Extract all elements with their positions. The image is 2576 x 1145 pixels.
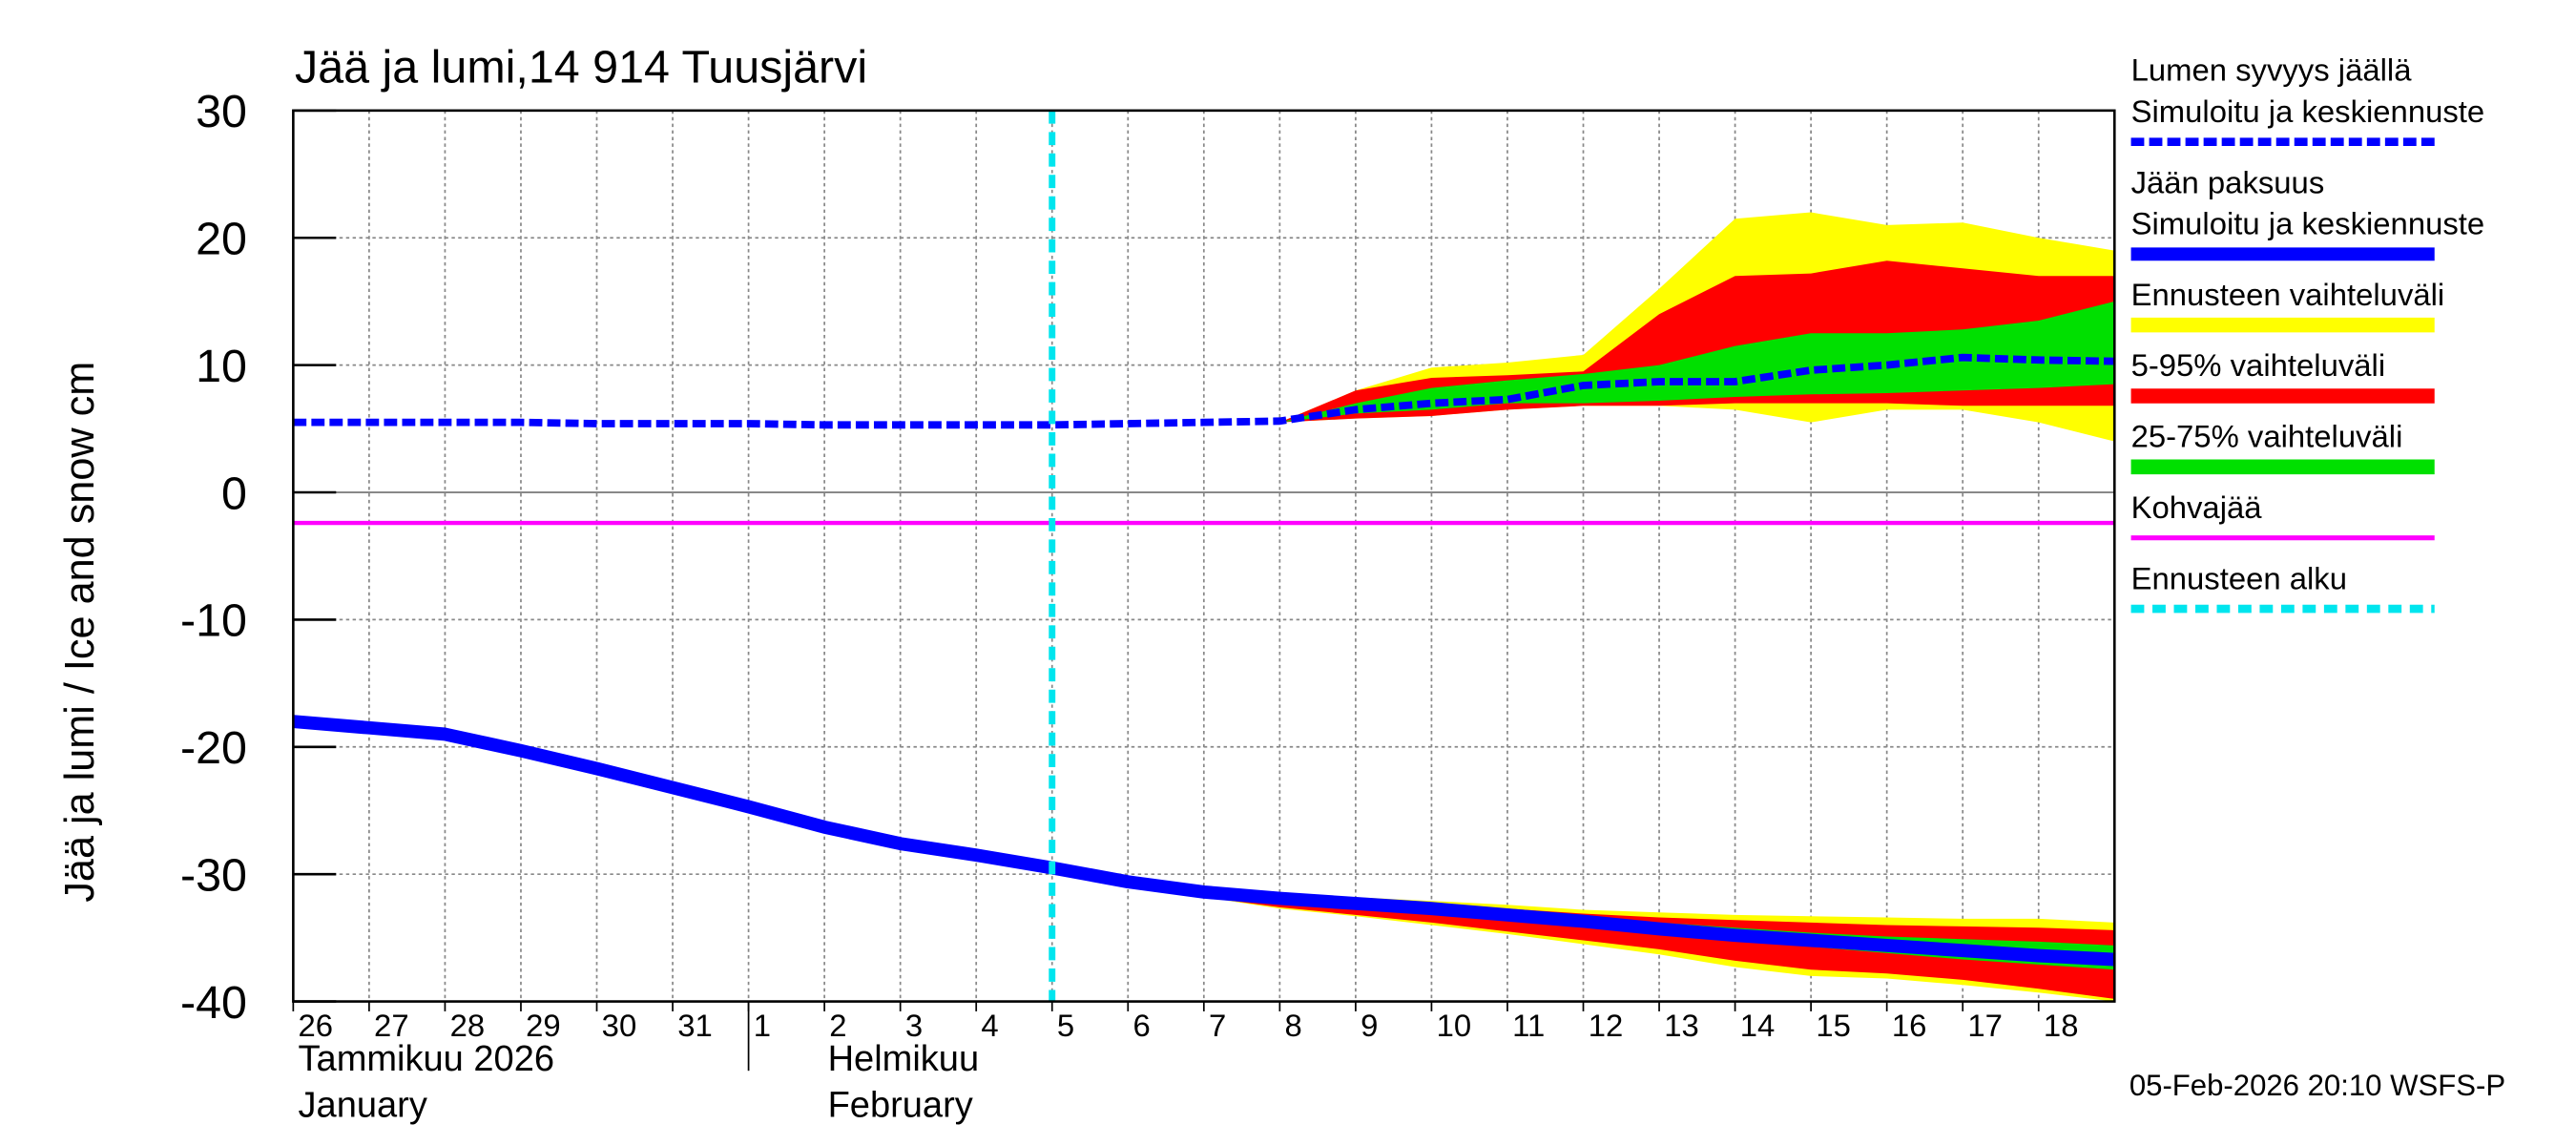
x-tick-label: 13 bbox=[1664, 1008, 1699, 1043]
x-tick-label: 27 bbox=[374, 1008, 409, 1043]
x-tick-label: 18 bbox=[2044, 1008, 2079, 1043]
plot-frame bbox=[292, 109, 2116, 1003]
month-label: Tammikuu 2026 bbox=[299, 1039, 554, 1079]
legend: Lumen syvyys jäällä Simuloitu ja keskienn… bbox=[2131, 52, 2485, 614]
x-tick-label: 26 bbox=[299, 1008, 334, 1043]
y-tick-label: -20 bbox=[180, 722, 247, 774]
plot-data bbox=[292, 110, 2115, 1002]
legend-label: Ennusteen alku bbox=[2131, 560, 2347, 595]
legend-label: 25-75% vaihteluväli bbox=[2131, 419, 2403, 454]
x-tick-label: 16 bbox=[1892, 1008, 1927, 1043]
legend-label: 5-95% vaihteluväli bbox=[2131, 347, 2386, 383]
x-tick-label: 1 bbox=[754, 1008, 771, 1043]
x-tick-label: 12 bbox=[1589, 1008, 1624, 1043]
ice-line bbox=[292, 715, 2115, 967]
y-axis-label: Jää ja lumi / Ice and snow cm bbox=[57, 362, 103, 903]
chart-title: Jää ja lumi,14 914 Tuusjärvi bbox=[295, 41, 867, 93]
legend-label: Lumen syvyys jäällä bbox=[2131, 52, 2413, 88]
month-label: February bbox=[828, 1086, 973, 1126]
grid bbox=[292, 109, 2115, 1003]
y-tick-label: -40 bbox=[180, 977, 247, 1029]
y-tick-label: 10 bbox=[196, 341, 247, 392]
month-label: Helmikuu bbox=[828, 1039, 980, 1079]
legend-label: Kohvajää bbox=[2131, 489, 2263, 525]
x-tick-label: 28 bbox=[450, 1008, 486, 1043]
forecast-band bbox=[1279, 301, 2115, 423]
x-tick-label: 5 bbox=[1057, 1008, 1074, 1043]
x-tick-label: 7 bbox=[1209, 1008, 1226, 1043]
x-tick-label: 8 bbox=[1285, 1008, 1302, 1043]
x-tick-label: 15 bbox=[1816, 1008, 1851, 1043]
x-tick-label: 4 bbox=[981, 1008, 998, 1043]
x-tick-label: 30 bbox=[602, 1008, 637, 1043]
y-tick-label: -30 bbox=[180, 849, 247, 901]
x-tick-label: 31 bbox=[677, 1008, 713, 1043]
y-tick-label: 30 bbox=[196, 86, 247, 137]
footer: 05-Feb-2026 20:10 WSFS-P bbox=[2129, 1069, 2505, 1102]
legend-label: Ennusteen vaihteluväli bbox=[2131, 277, 2445, 312]
month-label: January bbox=[299, 1086, 427, 1126]
legend-label: Simuloitu ja keskiennuste bbox=[2131, 94, 2485, 129]
x-tick-label: 11 bbox=[1512, 1008, 1545, 1043]
x-tick-label: 29 bbox=[526, 1008, 561, 1043]
x-tick-label: 3 bbox=[905, 1008, 923, 1043]
legend-label: Jään paksuus bbox=[2131, 164, 2325, 199]
x-tick-label: 14 bbox=[1740, 1008, 1776, 1043]
x-tick-label: 6 bbox=[1132, 1008, 1150, 1043]
y-tick-label: 0 bbox=[221, 468, 247, 519]
x-tick-label: 17 bbox=[1967, 1008, 2003, 1043]
legend-label: Simuloitu ja keskiennuste bbox=[2131, 206, 2485, 241]
snow-line bbox=[293, 353, 2115, 429]
x-tick-label: 2 bbox=[829, 1008, 846, 1043]
y-tick-label: -10 bbox=[180, 595, 247, 647]
y-tick-label: 20 bbox=[196, 214, 247, 265]
x-tick-label: 10 bbox=[1437, 1008, 1472, 1043]
x-tick-label: 9 bbox=[1361, 1008, 1378, 1043]
